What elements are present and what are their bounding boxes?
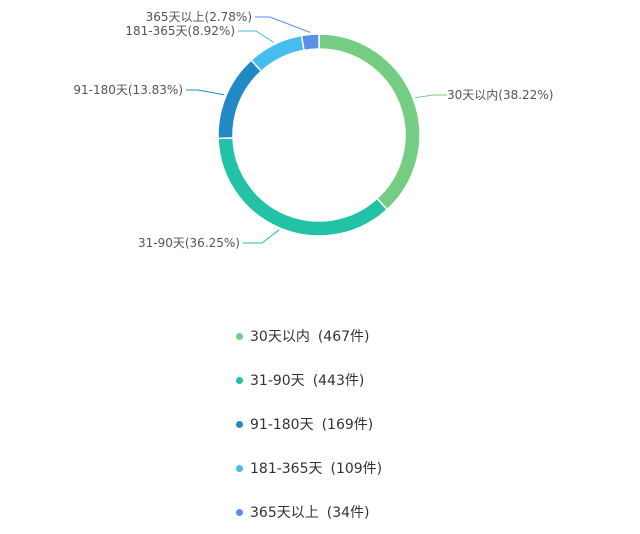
legend-marker-30days	[236, 332, 243, 340]
slice-91-180days[interactable]	[217, 59, 263, 140]
legend-count-91-180days: (169件)	[321, 417, 374, 433]
legend: 30天以内 (467件) 31-90天 (443件) 91-180天 (169件…	[236, 314, 382, 534]
legend-label-181-365days: 181-365天	[250, 461, 323, 477]
legend-item-31-90days[interactable]: 31-90天 (443件)	[236, 358, 382, 402]
slice-label-30days: 30天以内(38.22%)	[447, 88, 553, 102]
legend-item-365plus[interactable]: 365天以上 (34件)	[236, 490, 382, 534]
legend-marker-365plus	[236, 508, 243, 516]
leader-line-181-365days	[238, 30, 275, 43]
legend-label-31-90days: 31-90天	[250, 373, 305, 389]
slice-31-90days[interactable]	[217, 137, 389, 237]
legend-label-365plus: 365天以上	[250, 505, 319, 521]
legend-label-91-180days: 91-180天	[250, 417, 314, 433]
leader-line-30days	[414, 94, 447, 99]
legend-item-181-365days[interactable]: 181-365天 (109件)	[236, 446, 382, 490]
legend-marker-181-365days	[236, 464, 243, 472]
slice-label-91-180days: 91-180天(13.83%)	[73, 83, 183, 97]
legend-count-365plus: (34件)	[326, 505, 370, 521]
legend-count-30days: (467件)	[317, 329, 370, 345]
legend-label-30days: 30天以内	[250, 329, 310, 345]
legend-marker-91-180days	[236, 420, 243, 428]
leader-line-31-90days	[243, 229, 280, 244]
leader-line-91-180days	[186, 89, 225, 96]
legend-item-91-180days[interactable]: 91-180天 (169件)	[236, 402, 382, 446]
legend-marker-31-90days	[236, 376, 243, 384]
slice-label-181-365days: 181-365天(8.92%)	[125, 24, 235, 38]
slice-181-365days[interactable]	[250, 34, 305, 73]
slice-label-365plus: 365天以上(2.78%)	[146, 10, 252, 24]
donut-chart: 30天以内(38.22%) 31-90天(36.25%) 91-180天(13.83…	[73, 10, 553, 250]
legend-item-30days[interactable]: 30天以内 (467件)	[236, 314, 382, 358]
legend-count-181-365days: (109件)	[330, 461, 383, 477]
legend-count-31-90days: (443件)	[312, 373, 365, 389]
leader-line-365plus	[255, 16, 311, 33]
slice-365plus[interactable]	[300, 33, 320, 52]
slice-30days[interactable]	[318, 33, 421, 211]
slice-label-31-90days: 31-90天(36.25%)	[138, 236, 240, 250]
